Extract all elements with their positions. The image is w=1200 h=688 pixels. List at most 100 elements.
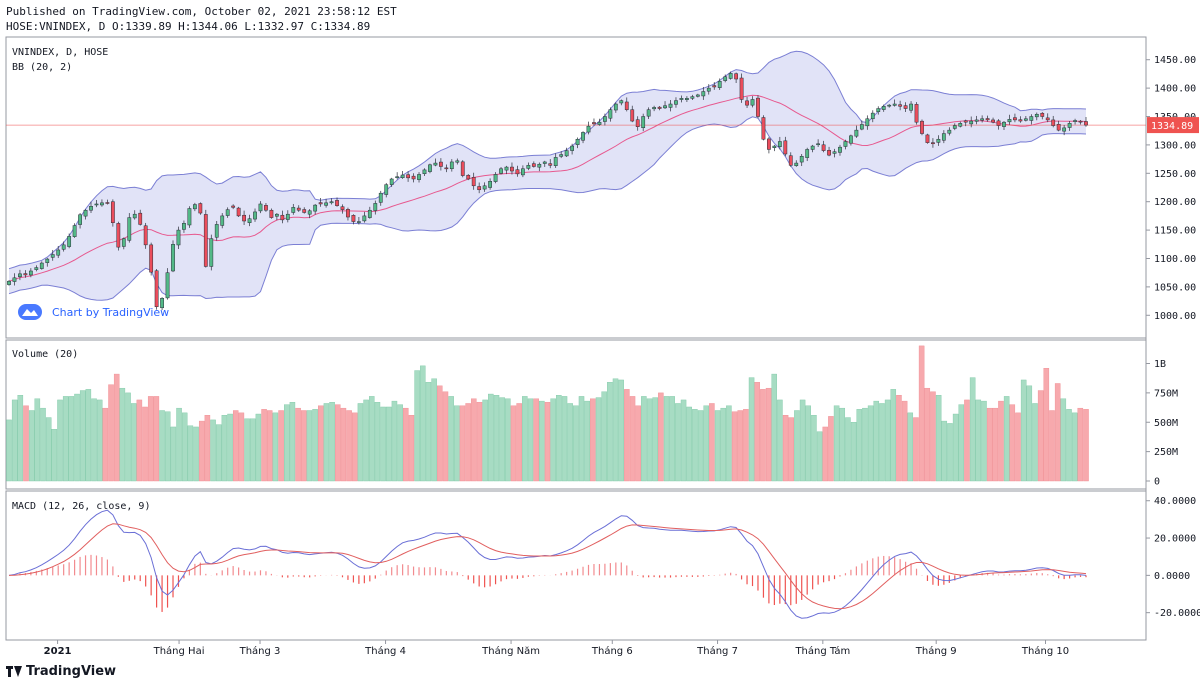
volume-bar bbox=[476, 402, 483, 482]
candle-body bbox=[89, 205, 93, 211]
tradingview-brand[interactable]: TradingView bbox=[6, 664, 116, 679]
volume-bar bbox=[193, 426, 199, 482]
candle-body bbox=[657, 106, 662, 109]
candle-body bbox=[734, 73, 739, 80]
published-header: Published on TradingView.com, October 02… bbox=[6, 5, 397, 18]
candle bbox=[892, 99, 897, 107]
volume-bar bbox=[969, 377, 976, 482]
candle bbox=[67, 233, 72, 249]
candle bbox=[641, 113, 646, 132]
candle bbox=[1073, 118, 1077, 125]
candle-body bbox=[701, 91, 706, 97]
volume-bar bbox=[266, 410, 273, 482]
pane-frame-3 bbox=[5, 490, 1147, 641]
volume-bar bbox=[873, 400, 880, 482]
volume-bar bbox=[1009, 404, 1016, 482]
candle bbox=[460, 160, 465, 178]
candle-body bbox=[236, 207, 241, 217]
volume-bar bbox=[431, 378, 437, 482]
volume-bar bbox=[425, 382, 432, 482]
candle bbox=[296, 205, 301, 212]
macd-axis-tick-label: 40.0000 bbox=[1154, 496, 1196, 507]
candle-body bbox=[7, 280, 11, 285]
candle-body bbox=[630, 109, 635, 122]
candle bbox=[56, 245, 61, 259]
volume-bar bbox=[760, 389, 766, 482]
volume-bar bbox=[108, 384, 114, 482]
candle bbox=[870, 110, 875, 123]
candle bbox=[974, 115, 979, 125]
candle bbox=[367, 206, 372, 219]
candle-body bbox=[23, 273, 28, 276]
candle bbox=[685, 96, 689, 102]
candle bbox=[668, 100, 673, 112]
candle bbox=[920, 119, 924, 136]
candle-body bbox=[143, 225, 148, 246]
volume-bar bbox=[414, 370, 420, 482]
candle bbox=[734, 72, 739, 84]
volume-bar bbox=[57, 399, 63, 482]
volume-bar bbox=[272, 412, 279, 482]
candle-body bbox=[269, 209, 274, 218]
candle-body bbox=[685, 98, 689, 100]
candle bbox=[482, 182, 487, 192]
brand-label: TradingView bbox=[26, 664, 117, 679]
candle-body bbox=[127, 217, 132, 241]
candle-body bbox=[291, 207, 296, 213]
volume-bar bbox=[788, 417, 794, 482]
candle-body bbox=[231, 205, 236, 208]
watermark: Chart by TradingView bbox=[18, 304, 169, 320]
candle bbox=[72, 223, 77, 238]
candle bbox=[777, 136, 782, 150]
volume-bar bbox=[1043, 368, 1050, 482]
candle-body bbox=[433, 162, 438, 166]
candle bbox=[23, 270, 28, 278]
volume-bar bbox=[34, 398, 41, 482]
candle-body bbox=[444, 167, 449, 170]
candle bbox=[515, 165, 520, 177]
candle bbox=[805, 147, 810, 162]
candle-body bbox=[1002, 121, 1006, 127]
candle bbox=[1029, 114, 1034, 125]
volume-bar bbox=[357, 403, 364, 482]
volume-bar bbox=[782, 415, 789, 482]
candle bbox=[750, 96, 755, 108]
tradingview-logo-icon bbox=[6, 666, 22, 677]
candle bbox=[963, 119, 968, 127]
volume-bar bbox=[442, 391, 449, 482]
last-price-badge-label: 1334.89 bbox=[1151, 121, 1193, 132]
volume-bar bbox=[822, 426, 829, 482]
candle-body bbox=[974, 119, 979, 122]
candle bbox=[455, 158, 460, 165]
candle bbox=[996, 119, 1001, 130]
last-price-badge-bg bbox=[1147, 117, 1199, 134]
candle bbox=[619, 99, 624, 106]
volume-bar bbox=[533, 398, 539, 482]
price-axis-tick-label: 1100.00 bbox=[1154, 254, 1196, 265]
candle-body bbox=[947, 129, 952, 134]
volume-bar bbox=[516, 403, 522, 482]
candle bbox=[1040, 112, 1045, 120]
volume-bar bbox=[663, 396, 670, 482]
candle-body bbox=[471, 177, 476, 187]
bb-basis-line bbox=[8, 94, 1087, 282]
candle-body bbox=[887, 104, 892, 107]
volume-bar bbox=[992, 407, 999, 482]
volume-bar bbox=[454, 405, 460, 482]
candle bbox=[788, 152, 793, 168]
volume-bar bbox=[448, 396, 454, 482]
candle bbox=[94, 199, 99, 208]
price-axis-tick-label: 1300.00 bbox=[1154, 140, 1196, 151]
candle bbox=[291, 203, 296, 215]
volume-bar bbox=[482, 399, 488, 482]
candle-body bbox=[400, 174, 405, 178]
time-axis-label: Tháng 6 bbox=[591, 645, 633, 657]
candle-body bbox=[821, 144, 826, 151]
candle-body bbox=[384, 184, 389, 195]
volume-bar bbox=[675, 403, 681, 482]
volume-bar bbox=[170, 426, 177, 482]
candle bbox=[542, 160, 547, 167]
candle bbox=[674, 97, 678, 108]
price-pane-title: VNINDEX, D, HOSE bbox=[12, 47, 108, 58]
